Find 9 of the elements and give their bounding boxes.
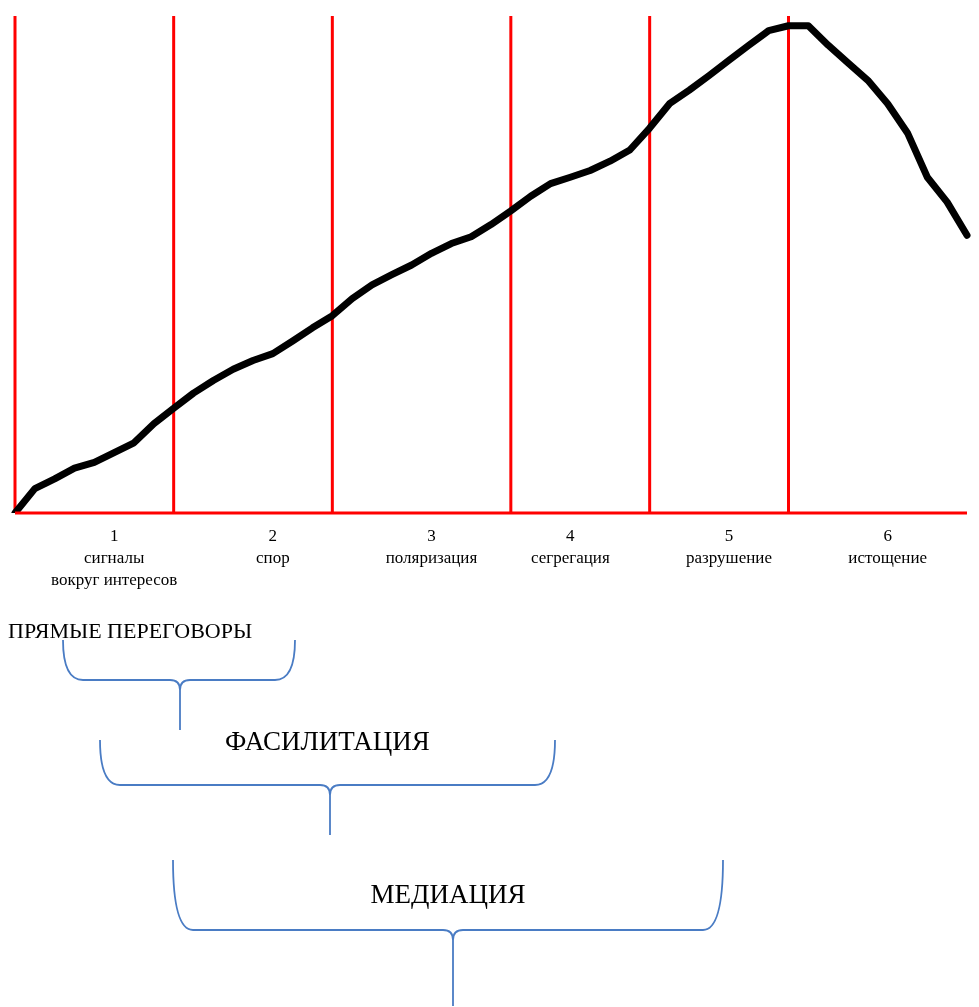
x-tick-label: 3 поляризация: [385, 526, 478, 567]
text: ФАСИЛИТАЦИЯ: [225, 726, 430, 756]
x-tick-label: 4 сегрегация: [530, 526, 610, 567]
x-tick-label: 1 сигналы вокруг интересов: [50, 526, 178, 589]
x-tick-label: 2 спор: [256, 526, 290, 567]
text: МЕДИАЦИЯ: [370, 879, 526, 909]
x-tick-label: 6 истощение: [848, 526, 928, 567]
x-tick-label: 5 разрушение: [686, 526, 772, 567]
text: ПРЯМЫЕ ПЕРЕГОВОРЫ: [8, 618, 253, 643]
